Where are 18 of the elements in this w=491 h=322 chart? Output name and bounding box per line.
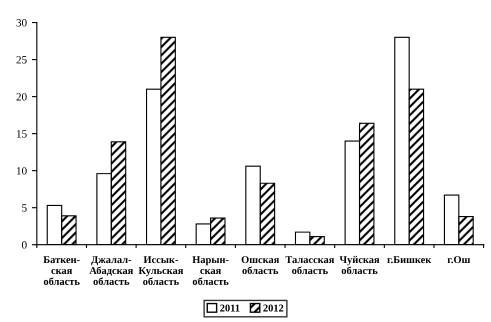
x-tick-label: Нарын- ская область — [192, 256, 229, 285]
x-tick-label: Джалал- Абадская область — [89, 256, 134, 285]
x-tick-label: Иссык- Кульская область — [138, 256, 184, 285]
x-tick-label: г.Ош — [448, 256, 470, 264]
y-tick-label: 30 — [16, 19, 27, 27]
y-tick-label: 0 — [22, 241, 27, 249]
legend-label: 2011 — [220, 304, 240, 312]
y-tick-label: 15 — [16, 130, 27, 138]
x-tick-label: г.Бишкек — [387, 256, 432, 264]
y-tick-label: 10 — [16, 167, 27, 175]
x-tick-label: Таласская область — [286, 256, 334, 274]
x-tick-label: Баткен- ская область — [43, 256, 80, 285]
x-tick-label: Ошская область — [242, 256, 280, 274]
legend-label: 2012 — [263, 304, 284, 312]
y-tick-label: 20 — [16, 93, 27, 101]
x-tick-label: Чуйская область — [340, 256, 380, 274]
y-tick-label: 5 — [22, 204, 27, 212]
y-tick-label: 25 — [16, 56, 27, 64]
